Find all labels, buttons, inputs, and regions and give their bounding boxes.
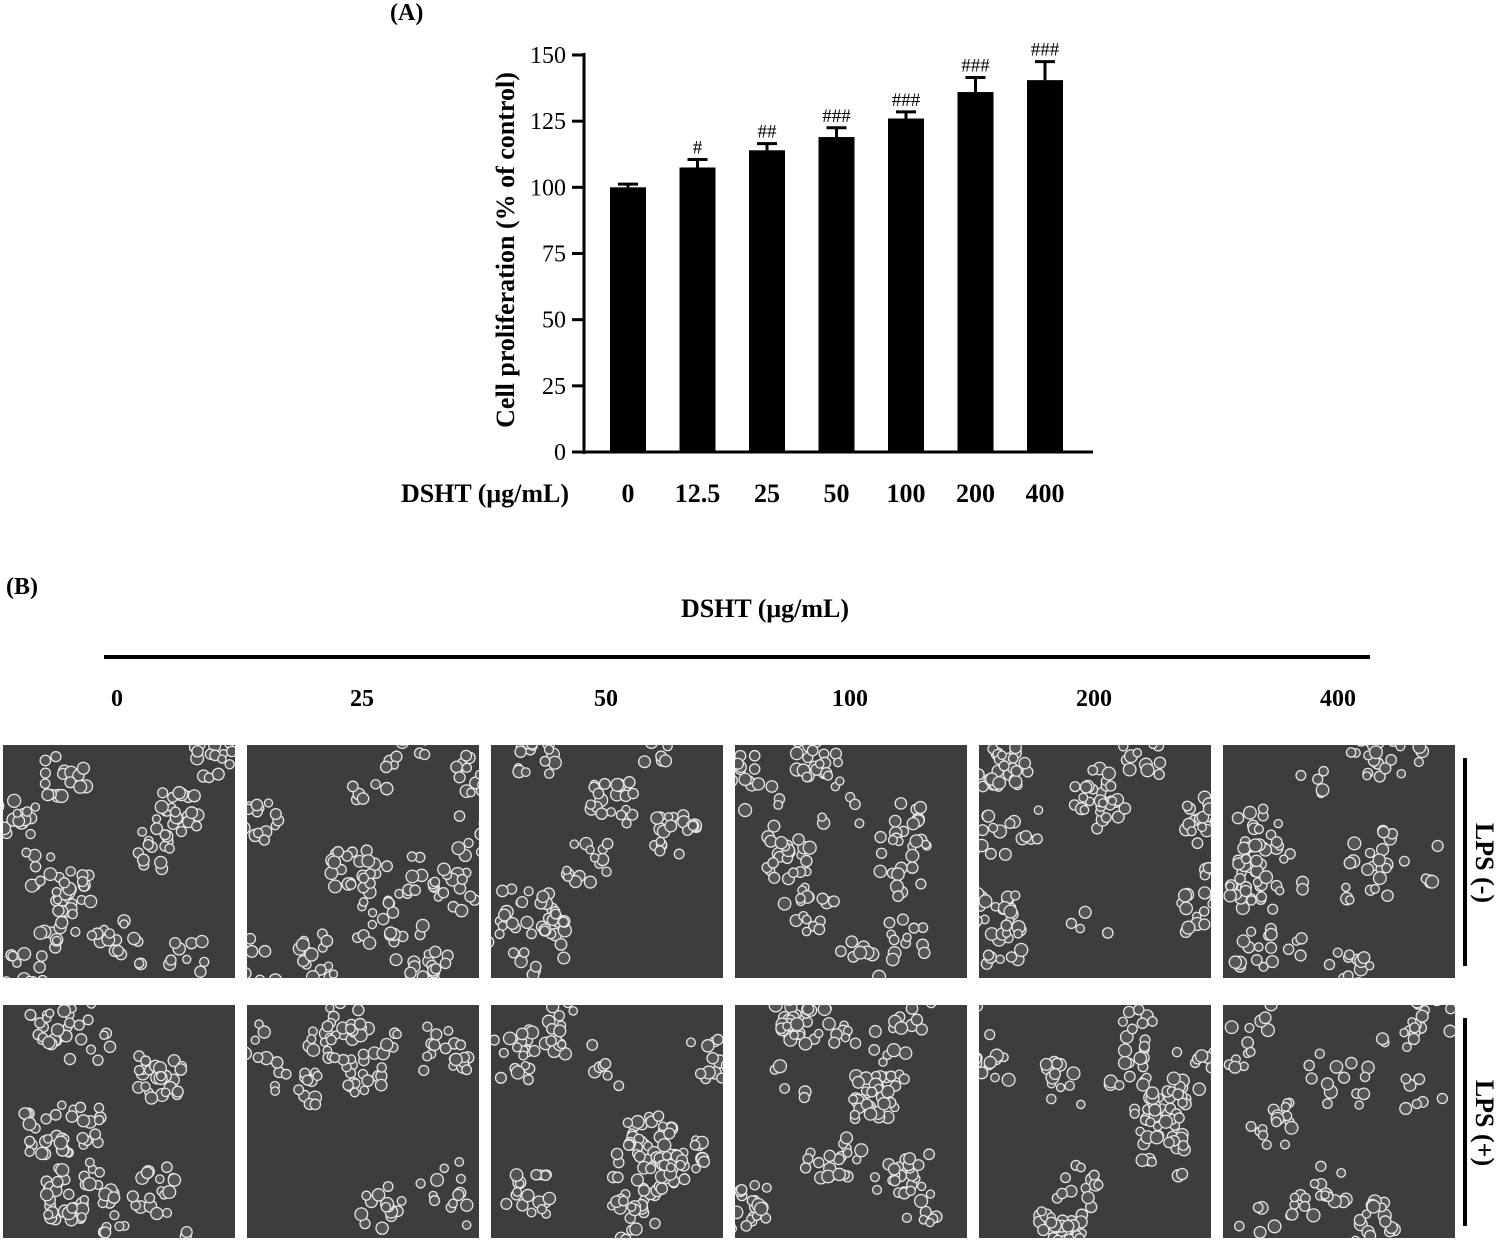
column-label: 0 — [111, 686, 123, 712]
y-tick-label: 125 — [530, 109, 566, 135]
x-tick-label: 100 — [887, 479, 926, 508]
bar — [749, 150, 785, 452]
y-tick-label: 50 — [542, 308, 566, 334]
micrograph-image — [3, 745, 235, 978]
column-label: 400 — [1320, 686, 1356, 712]
x-tick-label: 25 — [754, 479, 780, 508]
x-tick-label: 400 — [1026, 479, 1065, 508]
micrograph-image — [491, 745, 723, 978]
y-axis-label: Cell proliferation (% of control) — [491, 72, 520, 428]
row-bracket-line — [1463, 758, 1467, 966]
significance-label: ### — [822, 106, 851, 127]
x-tick-label: 12.5 — [675, 479, 721, 508]
bar — [888, 118, 924, 453]
micrograph-image — [1223, 745, 1455, 978]
panel-b-title-rule — [104, 655, 1370, 659]
micrograph-image — [979, 1005, 1211, 1238]
significance-label: ## — [758, 122, 778, 143]
micrograph-image — [735, 1005, 967, 1238]
row-label: LPS (-) — [1470, 822, 1499, 904]
y-tick-label: 100 — [530, 175, 566, 201]
column-label: 100 — [832, 686, 868, 712]
y-tick-label: 75 — [542, 242, 566, 268]
x-axis-label: DSHT (μg/mL) — [401, 479, 569, 508]
micrograph-image — [247, 745, 479, 978]
micrograph-image — [3, 1005, 235, 1238]
micrograph-image — [1223, 1005, 1455, 1238]
column-label: 50 — [594, 686, 618, 712]
significance-label: ### — [892, 90, 921, 111]
bar — [957, 92, 994, 452]
panel-a-label: (A) — [390, 0, 424, 26]
micrograph-image — [735, 745, 967, 978]
x-tick-label: 0 — [622, 479, 635, 508]
x-tick-label: 200 — [956, 479, 995, 508]
bar — [818, 137, 855, 452]
bar — [610, 187, 646, 453]
micrograph-image — [247, 1005, 479, 1238]
x-tick-label: 50 — [824, 479, 850, 508]
significance-label: # — [693, 138, 703, 159]
micrograph-image — [491, 1005, 723, 1238]
micrograph-image — [979, 745, 1211, 978]
chart-bars: ############### — [610, 40, 1063, 453]
y-tick-label: 0 — [554, 440, 566, 466]
row-bracket-line — [1463, 1018, 1467, 1226]
y-tick-label: 150 — [530, 43, 566, 69]
panel-b-title: DSHT (μg/mL) — [680, 594, 850, 623]
panel-b-label: (B) — [6, 574, 38, 600]
column-label: 200 — [1076, 686, 1112, 712]
significance-label: ### — [1031, 40, 1060, 61]
column-label: 25 — [350, 686, 374, 712]
significance-label: ### — [961, 55, 990, 76]
bar — [1027, 80, 1063, 452]
bar — [679, 167, 716, 452]
y-tick-label: 25 — [542, 374, 566, 400]
row-label: LPS (+) — [1470, 1079, 1499, 1167]
